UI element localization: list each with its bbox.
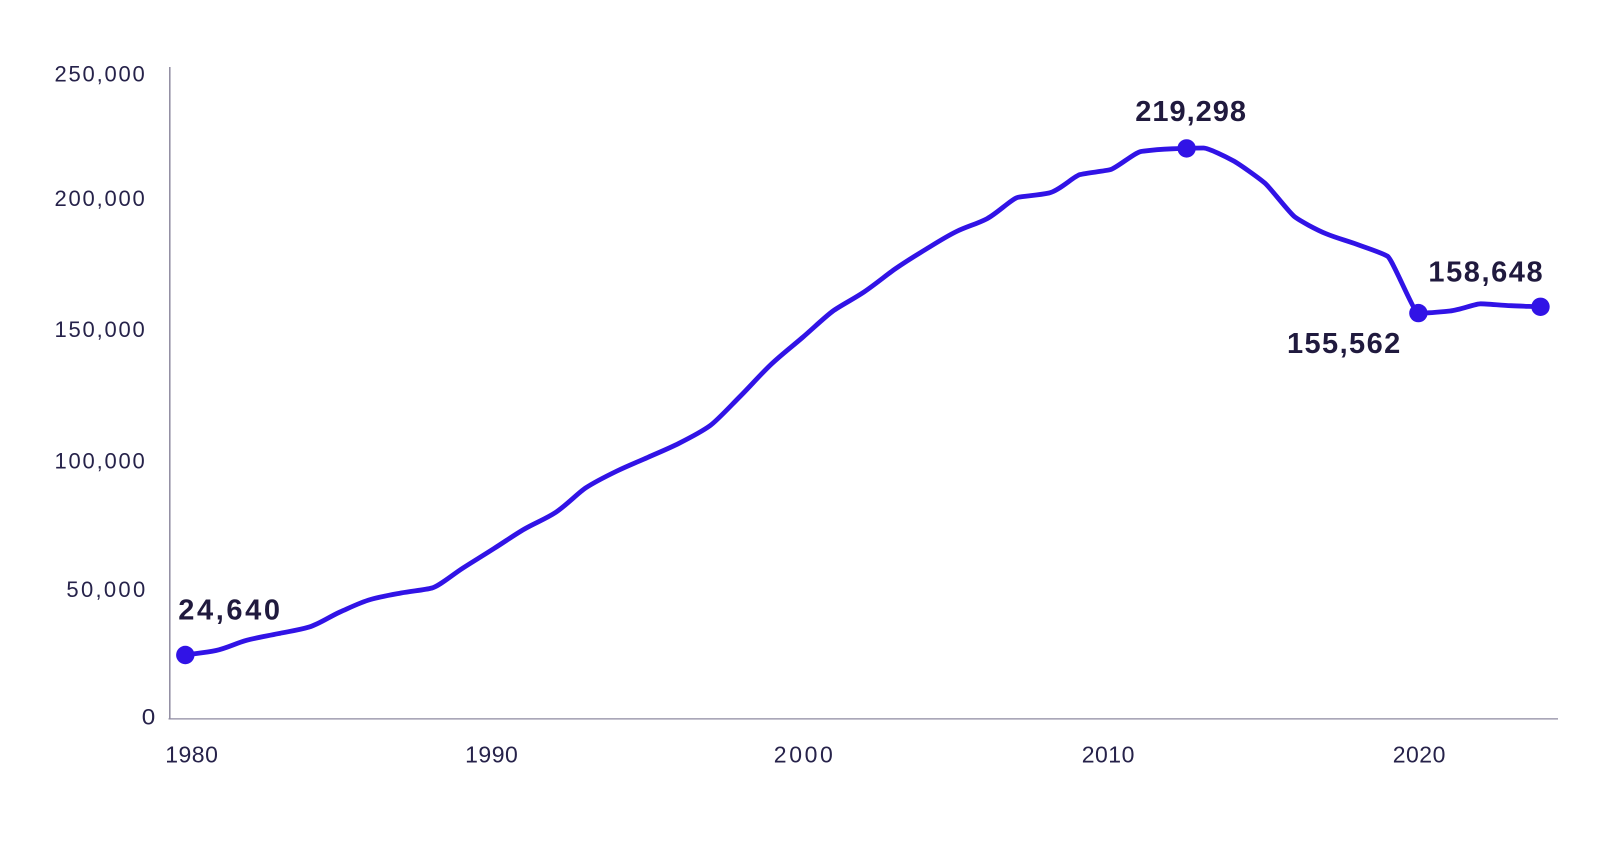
svg-text:158,648: 158,648: [1428, 256, 1544, 288]
svg-text:1990: 1990: [465, 741, 518, 767]
svg-text:250,000: 250,000: [54, 61, 146, 86]
svg-text:50,000: 50,000: [66, 577, 147, 602]
svg-text:0: 0: [142, 704, 156, 729]
svg-text:100,000: 100,000: [54, 448, 146, 473]
svg-text:219,298: 219,298: [1135, 96, 1247, 128]
svg-text:2010: 2010: [1082, 741, 1135, 767]
svg-text:1980: 1980: [165, 741, 218, 767]
svg-text:150,000: 150,000: [54, 317, 146, 342]
svg-text:2020: 2020: [1393, 741, 1446, 767]
svg-text:2000: 2000: [774, 741, 836, 767]
svg-text:24,640: 24,640: [178, 595, 282, 627]
svg-text:200,000: 200,000: [54, 186, 146, 211]
svg-text:155,562: 155,562: [1287, 328, 1402, 360]
